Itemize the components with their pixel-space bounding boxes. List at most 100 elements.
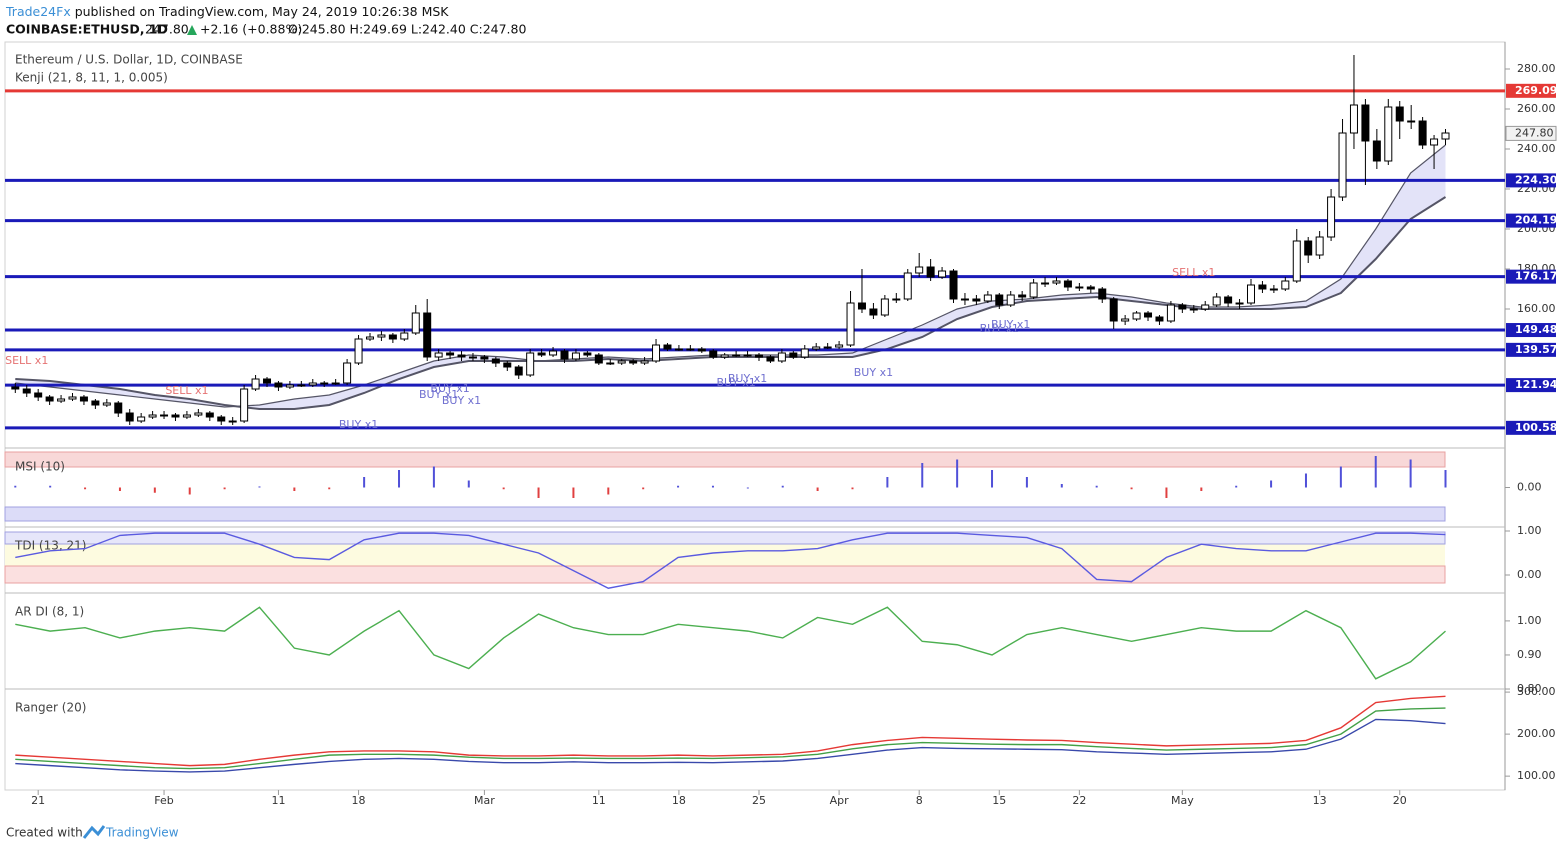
histogram-bar [921,463,924,488]
y-tick-label: 200.00 [1517,727,1556,740]
candle-body [148,414,157,418]
histogram-bar [1095,485,1098,488]
candle-body [571,352,580,360]
x-tick-label: 25 [752,794,766,807]
y-tick-label: 260.00 [1517,102,1556,115]
annotation: BUY x1 [430,382,469,395]
candle-body [1430,138,1439,146]
candle-body [743,354,752,357]
candle-body [45,396,54,402]
candle-body [308,382,317,386]
candle-body [160,414,169,417]
candle-body [240,388,249,422]
histogram-bar [467,480,470,488]
candle-body [205,412,214,418]
x-tick-label: 8 [916,794,923,807]
histogram-bar [677,485,680,488]
candle-body [892,298,901,301]
panel-title: Ranger (20) [15,701,86,715]
indicator-title: Kenji (21, 8, 11, 1, 0.005) [15,71,168,85]
histogram-bar [886,477,889,488]
publisher[interactable]: Trade24Fx [5,4,71,19]
annotation: BUY x1 [728,372,767,385]
annotation: BUY x1 [980,322,1019,335]
indicator-line [15,707,1446,770]
y-tick-label: 160.00 [1517,302,1556,315]
logo [82,825,106,839]
candle-body [480,356,489,360]
candle-body [697,348,706,352]
level-label: 204.19 [1515,214,1557,227]
histogram-bar [223,487,226,490]
candle-body [365,336,374,340]
candle-body [354,338,363,364]
level-label-box [1506,213,1556,228]
histogram-bar [1025,477,1028,488]
footer-brand[interactable]: TradingView [105,826,179,840]
candle-body [1155,316,1164,322]
level-label-box [1506,420,1556,435]
histogram-bar [1374,456,1377,488]
candle-body [1315,236,1324,256]
candle-body [629,360,638,364]
candle-body [1212,296,1221,306]
candle-body [960,298,969,301]
histogram-bar [258,486,261,488]
level-label: 176.17 [1515,270,1557,283]
y-tick-label: 280.00 [1517,62,1556,75]
candle-body [1144,312,1153,318]
y-tick-label: 0.80 [1517,682,1542,695]
candle-body [331,382,340,385]
histogram-bar [991,470,994,488]
x-tick-label: 20 [1393,794,1407,807]
candle-body [102,402,111,406]
candle-body [1441,132,1450,140]
candle-body [114,402,123,414]
level-label: 139.57 [1515,343,1557,356]
candle-body [1098,288,1107,300]
candle-body [228,420,237,423]
candle-body [869,308,878,316]
candle-body [640,360,649,364]
candle-body [503,362,512,368]
annotation: SELL x1 [5,354,48,367]
level-label: 224.30 [1515,173,1558,186]
histogram-bar [1130,487,1133,490]
candle-body [468,356,477,359]
candle-body [194,412,203,416]
candle-body [263,378,272,384]
histogram-bar [1444,470,1447,488]
histogram-bar [1409,459,1412,488]
annotation: SELL x1 [165,384,208,397]
msi-lower-zone [4,506,1446,522]
candle-body [423,312,432,358]
candle-body [720,354,729,358]
candle-body [1384,106,1393,162]
candle-body [22,388,31,394]
candle-body [583,352,592,356]
candle-body [400,332,409,340]
candle-body [594,354,603,364]
candle-body [182,414,191,418]
candle-body [903,272,912,300]
level-label-box [1506,323,1556,338]
candle-body [1292,240,1301,282]
level-label-box [1506,83,1556,98]
histogram-bar [49,485,52,488]
candle-body [995,294,1004,306]
msi-upper-zone [4,451,1446,468]
candle-body [434,352,443,358]
level-label-box [1506,342,1556,357]
candle-body [1338,132,1347,198]
candle-body [983,294,992,302]
level-label: 121.94 [1515,378,1558,391]
candle-body [68,396,77,400]
candle-body [1132,312,1141,320]
histogram-bar [1270,480,1273,488]
candle-body [526,352,535,376]
candle-body [411,312,420,334]
candle-body [857,302,866,310]
candle-body [972,298,981,302]
candle-body [217,416,226,422]
histogram-bar [84,487,87,490]
